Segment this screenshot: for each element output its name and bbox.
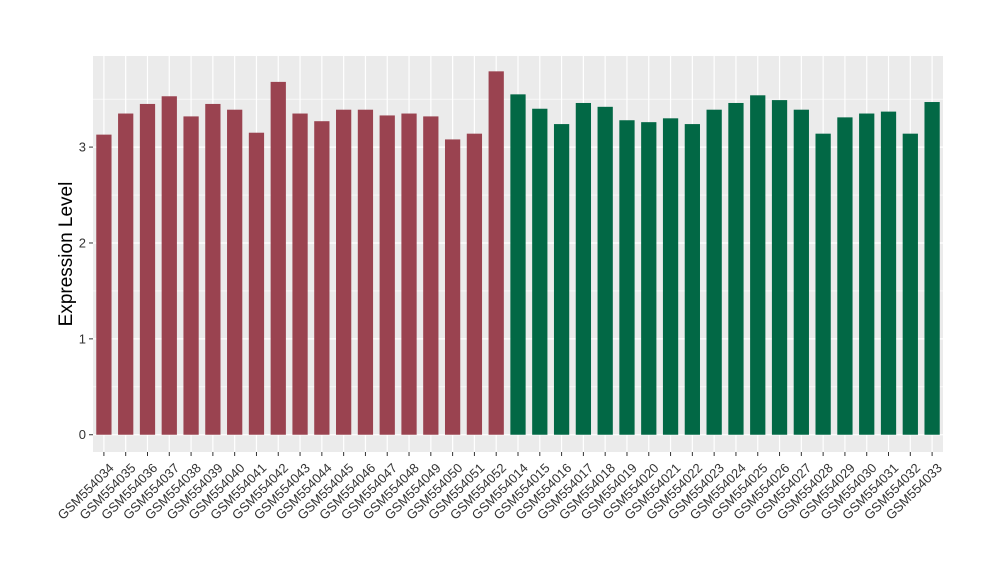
bar-GSM554029 [837, 117, 853, 435]
bar-GSM554048 [401, 113, 417, 435]
bar-GSM554043 [292, 113, 308, 435]
bar-GSM554035 [118, 113, 134, 435]
bar-GSM554027 [793, 109, 809, 435]
bar-GSM554021 [662, 118, 679, 435]
bar-GSM554014 [510, 94, 526, 435]
bar-GSM554037 [161, 96, 177, 435]
bar-GSM554025 [750, 95, 766, 435]
y-axis-title: Expression Level [56, 182, 77, 327]
bar-GSM554033 [924, 102, 940, 435]
bar-GSM554040 [227, 109, 243, 435]
bar-GSM554023 [706, 109, 722, 435]
bar-GSM554039 [205, 103, 221, 435]
bar-GSM554022 [684, 124, 700, 435]
bar-GSM554042 [270, 81, 286, 435]
bar-GSM554030 [859, 113, 875, 435]
bar-GSM554041 [248, 132, 265, 435]
bar-GSM554020 [641, 122, 657, 435]
bar-GSM554028 [815, 133, 831, 435]
bar-GSM554051 [466, 133, 483, 435]
bar-GSM554052 [488, 71, 504, 435]
bar-GSM554046 [357, 109, 374, 435]
bar-GSM554015 [532, 108, 548, 435]
x-axis: GSM554034GSM554035GSM554036GSM554037GSM5… [55, 452, 945, 523]
bar-GSM554026 [771, 100, 788, 435]
bar-GSM554019 [619, 120, 635, 435]
y-tick-label: 2 [79, 235, 86, 250]
y-tick-label: 0 [79, 427, 86, 442]
bar-GSM554049 [423, 116, 439, 435]
bar-GSM554024 [728, 102, 744, 435]
bar-GSM554044 [314, 121, 330, 435]
bar-GSM554045 [336, 109, 352, 435]
bar-GSM554038 [183, 116, 199, 435]
bars [96, 71, 940, 435]
bar-GSM554032 [902, 133, 918, 435]
bar-GSM554036 [139, 103, 156, 435]
bar-GSM554018 [597, 106, 613, 435]
y-tick-label: 3 [79, 140, 86, 155]
bar-GSM554017 [575, 102, 592, 435]
bar-GSM554031 [880, 111, 897, 435]
bar-GSM554034 [96, 134, 112, 435]
bar-GSM554016 [553, 124, 570, 435]
bar-GSM554047 [379, 115, 395, 435]
y-axis: 0 1 2 3 [79, 140, 93, 442]
y-tick-label: 1 [79, 331, 86, 346]
bar-GSM554050 [444, 139, 461, 435]
